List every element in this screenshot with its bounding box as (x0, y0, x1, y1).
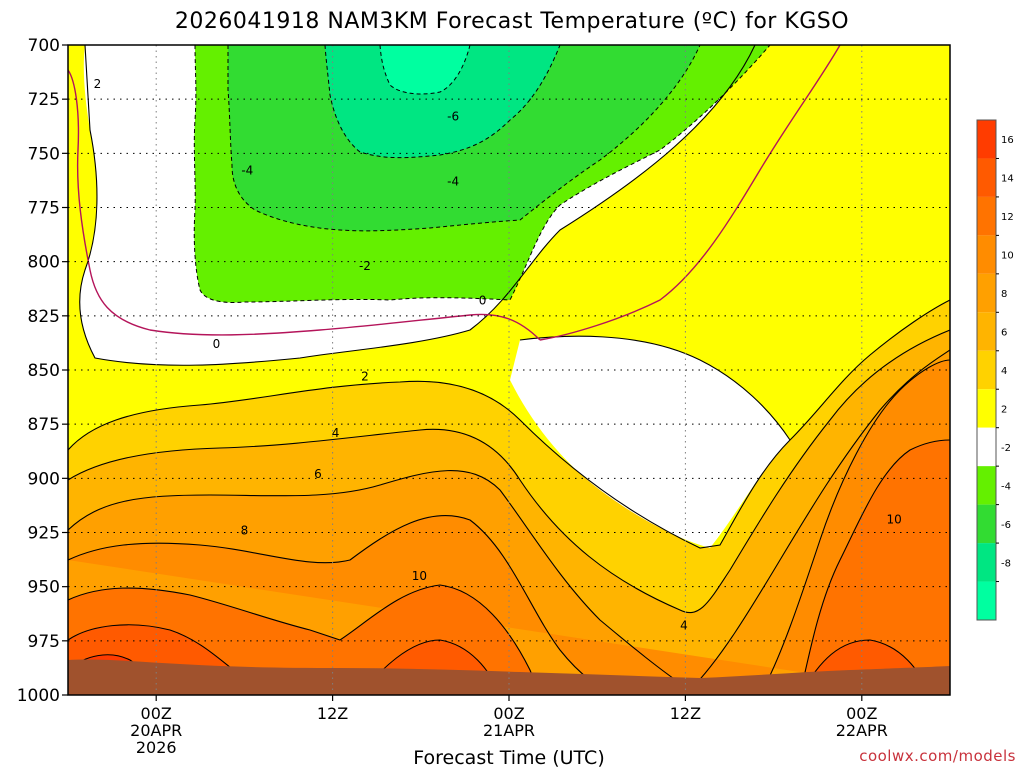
x-tick-label: 12Z (317, 704, 348, 723)
contour-0-east (539, 45, 841, 341)
y-tick-label: 975 (28, 632, 60, 652)
x-tick-label: 12Z (670, 704, 701, 723)
contour-label: 6 (314, 467, 322, 481)
contour-2-lower (519, 335, 791, 441)
colorbar-bin (977, 350, 996, 390)
colorbar-tick-label: 8 (1001, 289, 1007, 300)
colorbar-bin (977, 389, 996, 428)
contour-4 (68, 299, 950, 549)
y-tick-label: 850 (28, 361, 60, 381)
y-tick-label: 700 (28, 36, 60, 56)
colorbar-bin (977, 466, 996, 505)
x-tick-label: 00Z (141, 704, 172, 723)
contour-labels: 2 -4 -6 -4 -2 0 0 2 4 6 8 10 4 10 (94, 77, 902, 633)
contour-8 (68, 349, 950, 691)
contour-label: 0 (213, 337, 221, 351)
contour-label: -2 (359, 259, 371, 273)
colorbar-tick-label: 6 (1001, 328, 1007, 339)
contour-10 (68, 359, 950, 695)
contour-label: -4 (447, 175, 459, 189)
colorbar-bin (977, 543, 996, 582)
colorbar-tick-label: 4 (1001, 366, 1007, 377)
contour-label: 4 (680, 619, 688, 633)
x-tick-label: 2026 (136, 738, 177, 757)
y-tick-label: 900 (28, 469, 60, 489)
contour-label: 2 (361, 370, 369, 384)
y-tick-label: 725 (28, 90, 60, 110)
colorbar-bin (977, 196, 996, 236)
y-tick-label: 800 (28, 253, 60, 273)
contour-label: -6 (447, 110, 459, 124)
x-tick-label: 21APR (483, 721, 535, 740)
y-tick-label: 950 (28, 578, 60, 598)
contour-12 (68, 439, 950, 695)
contour-label: 0 (479, 294, 487, 308)
colorbar-tick-label: -6 (1001, 520, 1011, 531)
contour-label: 8 (241, 523, 249, 537)
grid (68, 45, 950, 695)
x-tick-label: 22APR (836, 721, 888, 740)
colorbar-bin (977, 581, 996, 620)
colorbar-bin (977, 312, 996, 351)
y-tick-label: 825 (28, 307, 60, 327)
contour-label: 2 (94, 77, 102, 91)
y-tick-label: 1000 (17, 686, 60, 706)
colorbar-tick-label: 12 (1001, 212, 1014, 223)
y-tick-label: 750 (28, 144, 60, 164)
contour-minus2 (193, 45, 771, 303)
colorbar-tick-label: 14 (1001, 174, 1014, 185)
colorbar-tick-label: -2 (1001, 443, 1011, 454)
colorbar-tick-label: 16 (1001, 135, 1014, 146)
colorbar-tick-label: -8 (1001, 558, 1011, 569)
x-tick-label: 00Z (493, 704, 524, 723)
freezing-line (68, 45, 841, 341)
x-axis-label: Forecast Time (UTC) (413, 747, 604, 768)
band-minus10-minus8 (380, 45, 470, 94)
contour-label: 10 (412, 569, 427, 583)
colorbar-tick-label: -4 (1001, 481, 1011, 492)
colorbar-bin (977, 158, 996, 197)
colorbar-tick-label: 10 (1001, 251, 1014, 262)
y-tick-label: 925 (28, 524, 60, 544)
contour-label: -4 (241, 164, 253, 178)
credit-text: coolwx.com/models (859, 747, 1016, 765)
y-tick-label: 875 (28, 415, 60, 435)
contour-label: 10 (886, 513, 901, 527)
y-axis: 700 725 750 775 800 825 850 875 900 925 950 975 1000 (17, 36, 68, 706)
colorbar-tick-label: 2 (1001, 404, 1007, 415)
chart-title: 2026041918 NAM3KM Forecast Temperature (… (175, 9, 849, 34)
x-tick-label: 00Z (846, 704, 877, 723)
colorbar-frame (976, 119, 997, 621)
contour-0-west (68, 69, 541, 341)
colorbar-bin (977, 273, 996, 313)
colorbar-bin (977, 427, 996, 467)
colorbar: 16 14 12 10 8 6 4 2 -2 -4 -6 -8 (976, 119, 1014, 621)
colorbar-bin (977, 120, 996, 159)
contour-6 (68, 329, 950, 613)
x-tick-label: 20APR (130, 721, 182, 740)
contour-minus8 (379, 45, 471, 95)
band-8-10 (68, 350, 950, 695)
band-12-14 (68, 440, 950, 695)
colorbar-bin (977, 235, 996, 274)
colorbar-bin (977, 504, 996, 544)
contour-label: 4 (332, 426, 340, 440)
terrain (68, 659, 950, 695)
contour-minus6 (324, 45, 561, 159)
negative-contours (193, 45, 771, 303)
contour-minus4 (227, 45, 701, 232)
y-tick-label: 775 (28, 199, 60, 219)
band-minus8-minus6 (325, 45, 560, 158)
